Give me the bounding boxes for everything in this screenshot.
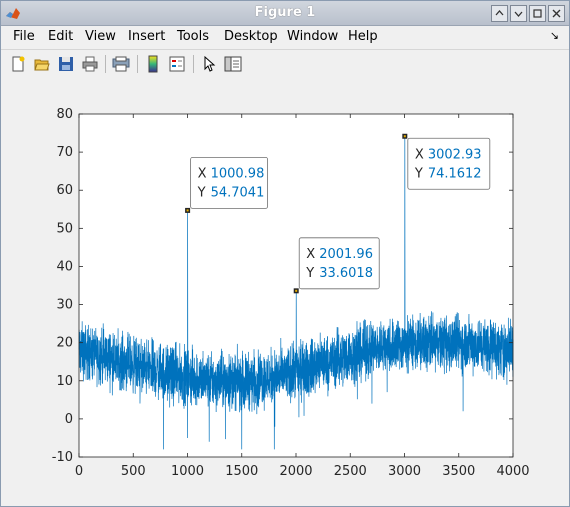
maximize-button[interactable] [529,5,546,22]
print-icon [82,56,98,72]
datatip-box [190,157,269,209]
y-tick-label: 80 [56,107,73,122]
menu-view[interactable]: View [85,29,116,44]
new-figure-button[interactable] [8,54,28,74]
y-tick-label: 70 [56,145,73,160]
datatip-marker-center [295,289,298,292]
menu-file[interactable]: File [13,29,35,44]
maximize-icon [533,9,542,18]
datatip-y-value: 74.1612 [428,166,482,181]
open-file-button[interactable] [32,54,52,74]
datatip-x-value: 3002.93 [428,147,482,162]
data-series-line [78,136,514,450]
y-tick-label: 0 [65,412,73,427]
menu-tools[interactable]: Tools [177,29,210,44]
y-tick-label: 10 [56,374,73,389]
datatip-x-value: 1000.98 [211,166,265,181]
datatip-box [407,137,491,190]
edit-plot-arrow-icon [204,56,216,72]
menu-desktop[interactable]: Desktop [224,29,278,44]
datatip-marker-center [186,209,189,212]
print-button[interactable] [80,54,100,74]
datatip-y-value: 33.6018 [319,266,373,281]
shade-icon [495,10,504,16]
datatip-x-label: X [306,247,315,262]
x-tick-label: 1500 [225,464,258,479]
datatip-x-value: 2001.96 [319,247,373,262]
x-tick-label: 2000 [279,464,312,479]
edit-plot-button[interactable] [199,54,219,74]
x-tick-label: 2500 [334,464,367,479]
close-button[interactable] [548,5,565,22]
y-tick-label: 40 [56,259,73,274]
datatip-y-label: Y [197,185,206,200]
x-tick-label: 3000 [388,464,421,479]
menu-help[interactable]: Help [348,29,378,44]
menu-window[interactable]: Window [287,29,339,44]
matlab-logo-icon [6,8,20,19]
window-shade-button[interactable] [491,5,508,22]
datatip-x-label: X [198,166,207,181]
property-inspector-button[interactable] [223,54,243,74]
save-icon [59,57,73,71]
window-title: Figure 1 [254,5,316,20]
legend-icon [169,56,185,72]
minimize-button[interactable] [510,5,527,22]
y-tick-label: 30 [56,298,73,313]
colorbar-icon [148,55,158,73]
y-tick-label: 20 [56,336,73,351]
datatip-box [298,237,380,290]
print-preview-icon [112,56,130,72]
line-plot[interactable]: 0 500 1000 1500 2000 2500 3000 3500 4000-1001020… [1,78,569,506]
figure-canvas[interactable]: 0 500 1000 1500 2000 2500 3000 3500 4000 -10 0 10 20… [1,78,569,506]
x-tick-label: 3500 [442,464,475,479]
y-tick-label: 50 [56,221,73,236]
insert-legend-button[interactable] [167,54,187,74]
property-inspector-icon [224,56,242,72]
y-tick-label: -10 [52,450,73,465]
x-tick-label: 0 [75,464,83,479]
new-figure-icon [12,56,25,72]
menubar-dock-arrow-icon[interactable]: ↘ [549,29,559,42]
datatip-y-label: Y [305,266,314,281]
datatip-y-value: 54.7041 [211,185,265,200]
close-icon [552,9,561,18]
x-tick-label: 500 [121,464,146,479]
minimize-icon [514,11,523,17]
open-file-icon [34,59,50,71]
x-tick-label: 1000 [171,464,204,479]
print-preview-button[interactable] [111,54,131,74]
y-tick-label: 60 [56,183,73,198]
x-tick-label: 4000 [496,464,529,479]
figure-toolbar [1,49,569,79]
save-button[interactable] [56,54,76,74]
title-bar[interactable]: Figure 1 [1,1,569,26]
menu-insert[interactable]: Insert [128,29,166,44]
menu-edit[interactable]: Edit [48,29,74,44]
datatip-y-label: Y [414,166,423,181]
menu-bar: File Edit View Insert Tools Desktop Wind… [1,26,569,47]
insert-colorbar-button[interactable] [143,54,163,74]
datatip-x-label: X [415,147,424,162]
datatip-marker-center [403,135,406,138]
